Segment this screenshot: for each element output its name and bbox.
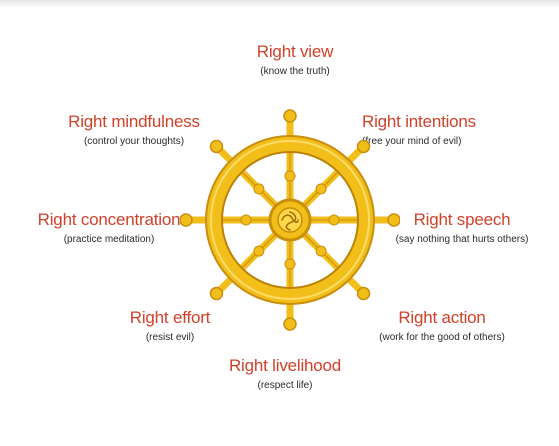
label-subtitle: (respect life) xyxy=(257,380,313,391)
wheel-spoke-bead xyxy=(284,258,296,270)
label-title: Right intentions xyxy=(362,112,476,131)
top-border xyxy=(0,0,559,8)
label-right-speech: Right speech (say nothing that hurts oth… xyxy=(372,210,552,247)
label-right-view: Right view (know the truth) xyxy=(220,42,370,79)
wheel-spoke-bead xyxy=(253,183,265,195)
wheel-hub xyxy=(277,207,303,233)
label-subtitle: (resist evil) xyxy=(145,332,195,343)
wheel-spoke-bead xyxy=(240,214,252,226)
label-title: Right speech xyxy=(413,210,511,229)
label-right-livelihood: Right livelihood (respect life) xyxy=(205,356,365,393)
dharma-wheel-icon xyxy=(180,109,400,331)
hub-swirl-icon xyxy=(281,211,299,231)
label-subtitle: (practice meditation) xyxy=(63,234,155,245)
label-subtitle: (know the truth) xyxy=(260,66,330,77)
label-right-intentions: Right intentions (free your mind of evil… xyxy=(362,112,542,149)
label-title: Right concentration xyxy=(37,210,181,229)
label-right-action: Right action (work for the good of other… xyxy=(352,308,532,345)
wheel-spoke-bead xyxy=(284,170,296,182)
label-subtitle: (say nothing that hurts others) xyxy=(395,234,529,245)
wheel-handle-knob xyxy=(209,286,224,301)
wheel-handle-knob xyxy=(180,213,193,227)
wheel-spoke-bead xyxy=(328,214,340,226)
wheel-rim xyxy=(207,137,373,303)
wheel-spokes xyxy=(216,146,364,294)
label-subtitle: (free your mind of evil) xyxy=(362,136,462,147)
wheel-spoke-bead xyxy=(315,183,327,195)
wheel-handle-knob xyxy=(283,109,297,123)
wheel-handle-knob xyxy=(387,213,400,227)
wheel-handle-knob xyxy=(356,286,371,301)
label-title: Right view xyxy=(256,42,334,61)
wheel-spoke-bead xyxy=(315,245,327,257)
label-subtitle: (control your thoughts) xyxy=(83,136,185,147)
wheel-handle-knob xyxy=(209,139,224,154)
wheel-rim-inner-line xyxy=(221,151,359,289)
label-title: Right livelihood xyxy=(228,356,342,375)
label-subtitle: (work for the good of others) xyxy=(379,332,505,343)
wheel-handle-knob xyxy=(283,317,297,331)
label-title: Right mindfulness xyxy=(68,112,200,131)
label-right-effort: Right effort (resist evil) xyxy=(100,308,240,345)
wheel-handle-knob xyxy=(356,139,371,154)
label-right-mindfulness: Right mindfulness (control your thoughts… xyxy=(44,112,224,149)
label-right-concentration: Right concentration (practice meditation… xyxy=(14,210,204,247)
label-title: Right effort xyxy=(129,308,211,327)
wheel-spoke-bead xyxy=(253,245,265,257)
wheel-rim-highlight xyxy=(210,140,370,300)
label-title: Right action xyxy=(398,308,486,327)
